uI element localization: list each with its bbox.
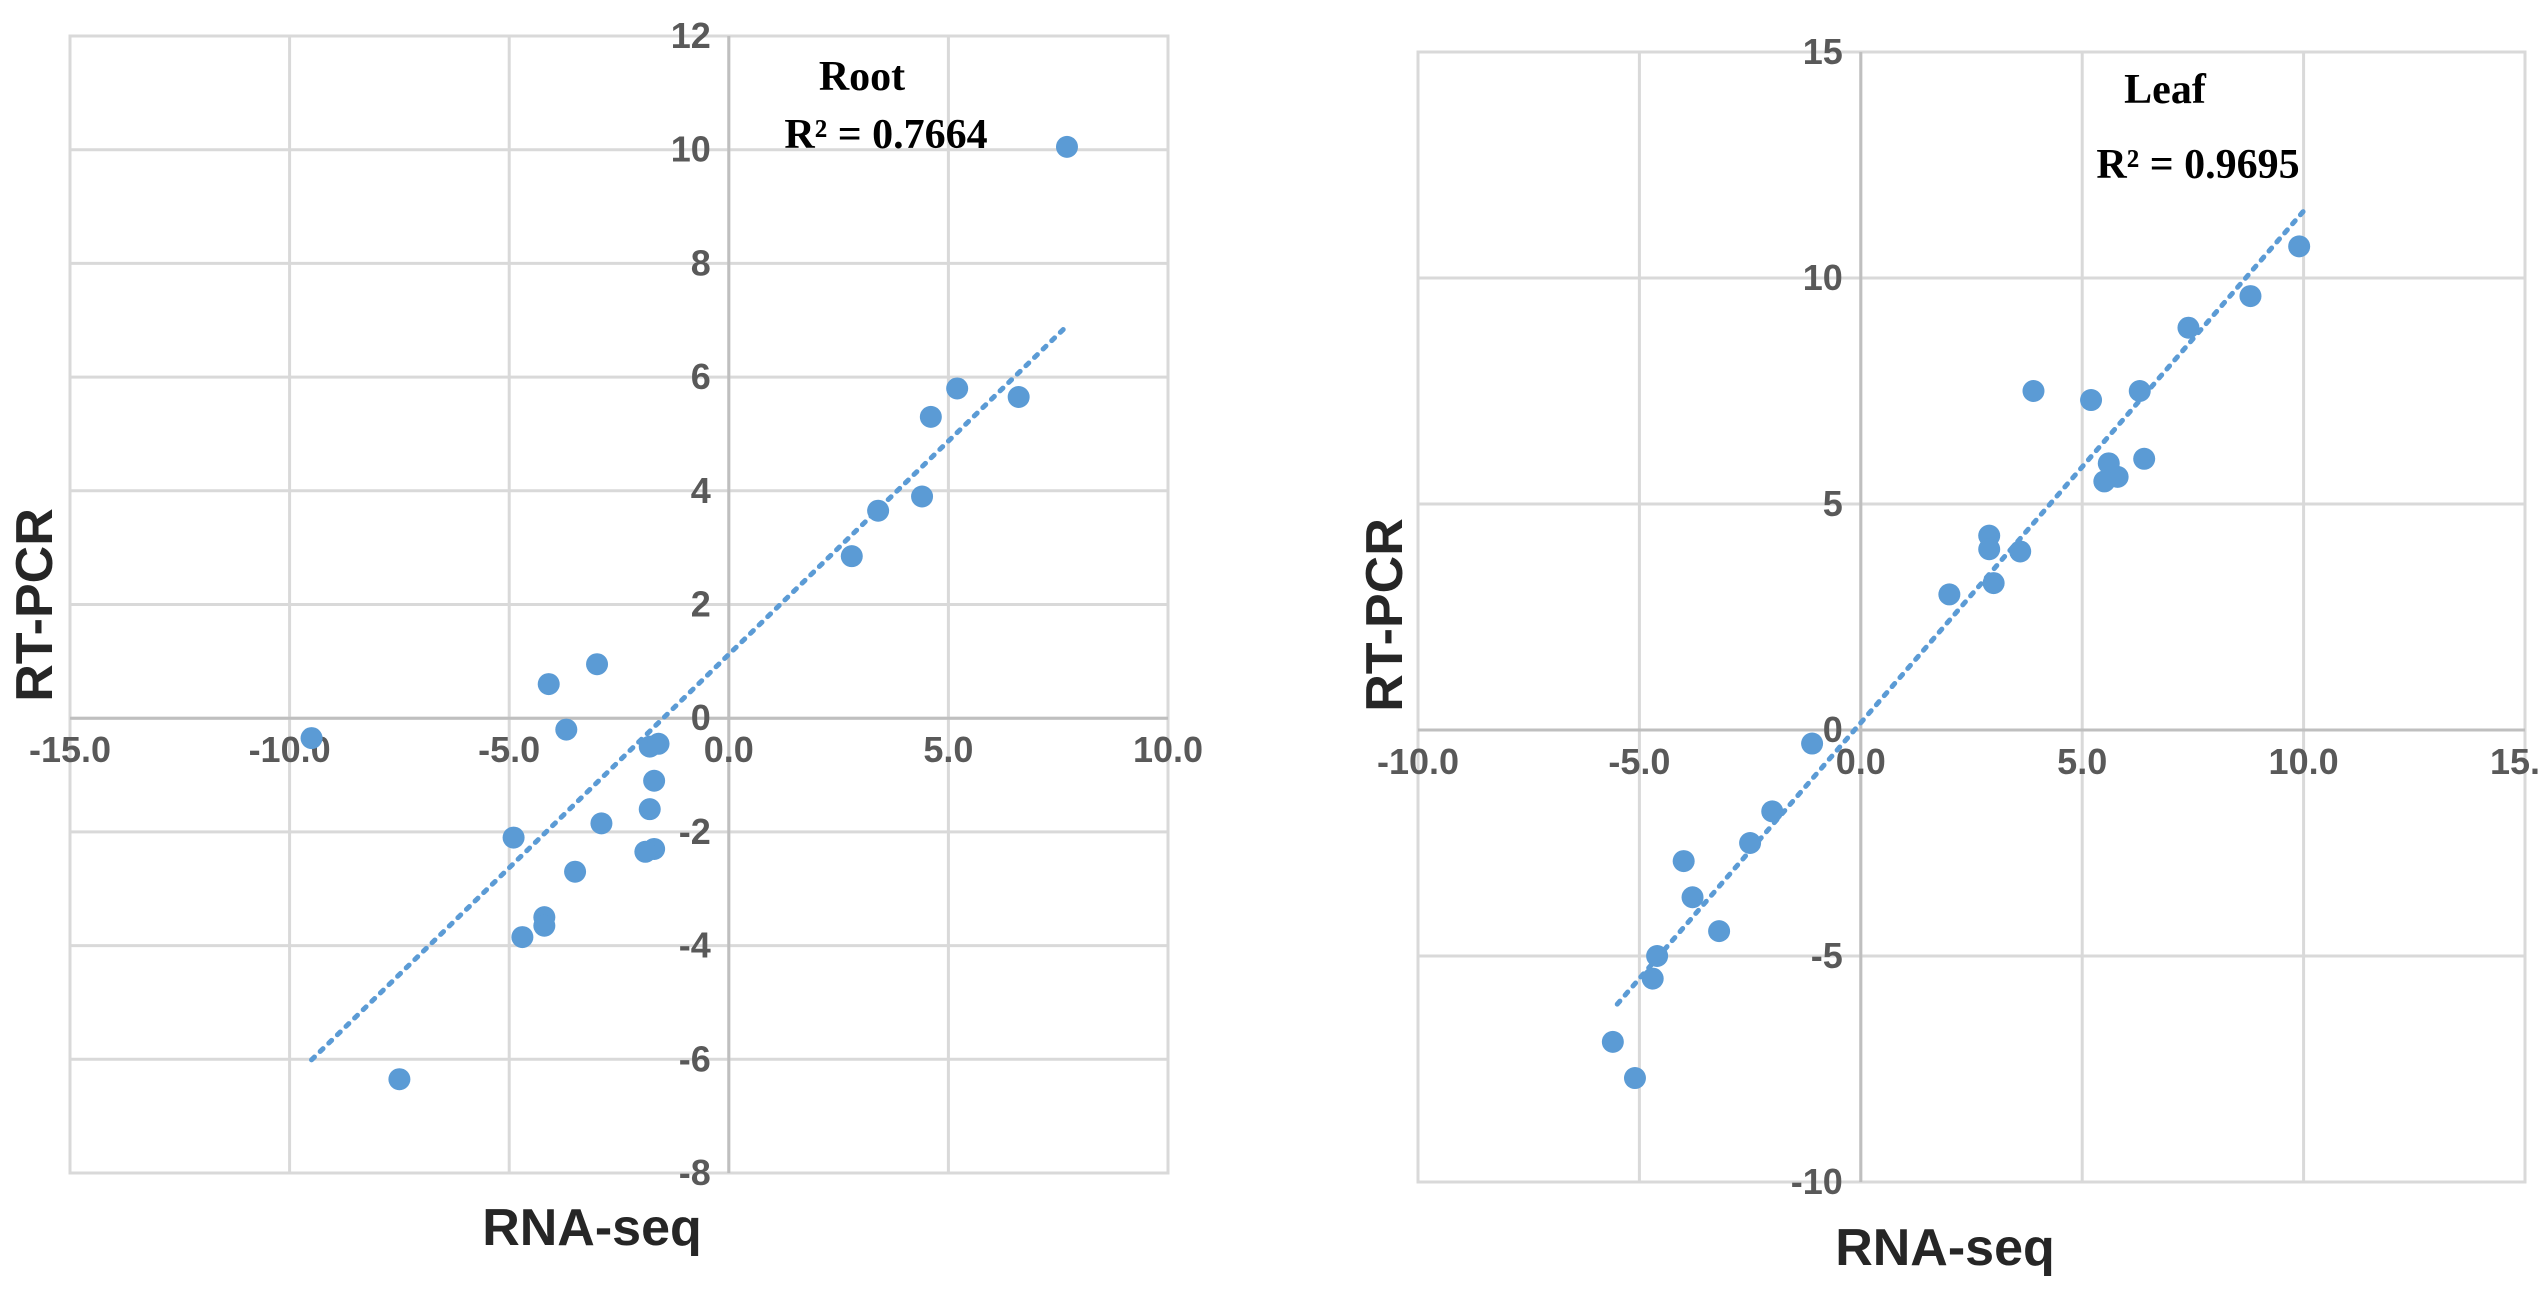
leaf-y-tick-label: 15 bbox=[1803, 31, 1843, 72]
root-data-point bbox=[946, 377, 969, 400]
leaf-data-point bbox=[2288, 235, 2311, 258]
leaf-trendline bbox=[1614, 208, 2307, 1007]
root-data-point bbox=[586, 653, 609, 676]
leaf-y-tick-labels: -10 -5 0 5 10 15 bbox=[1791, 31, 1843, 1202]
leaf-y-tick-label: -5 bbox=[1811, 935, 1843, 976]
root-data-point bbox=[634, 840, 657, 863]
root-trendline-layer bbox=[309, 323, 1070, 1063]
leaf-x-tick-label: -10.0 bbox=[1377, 741, 1459, 782]
root-data-point bbox=[537, 673, 560, 696]
leaf-data-point bbox=[2022, 380, 2045, 402]
leaf-data-point bbox=[2239, 285, 2262, 308]
leaf-x-tick-label: 10.0 bbox=[2269, 741, 2339, 782]
root-data-point bbox=[840, 545, 863, 568]
root-data-point bbox=[511, 926, 534, 949]
root-data-point bbox=[388, 1068, 411, 1091]
leaf-data-point bbox=[1601, 1030, 1624, 1053]
leaf-data-point bbox=[1761, 800, 1784, 823]
leaf-data-point bbox=[1938, 583, 1961, 606]
leaf-y-tick-label: 10 bbox=[1803, 257, 1843, 298]
leaf-data-point bbox=[2177, 316, 2200, 339]
leaf-data-point bbox=[2133, 447, 2156, 470]
root-y-tick-label: 6 bbox=[691, 356, 711, 397]
root-data-point bbox=[911, 485, 934, 508]
root-data-point bbox=[502, 826, 525, 849]
root-trendline bbox=[309, 323, 1070, 1063]
leaf-data-point bbox=[1982, 572, 2005, 595]
root-y-tick-label: -4 bbox=[679, 925, 711, 966]
root-data-point bbox=[533, 914, 556, 937]
leaf-x-tick-labels: -10.0 -5.0 0.0 5.0 10.0 15.0 bbox=[1377, 741, 2538, 782]
root-y-tick-label: 10 bbox=[671, 129, 711, 170]
leaf-x-tick-label: 0.0 bbox=[1836, 741, 1886, 782]
leaf-data-point bbox=[2093, 470, 2116, 493]
root-data-point bbox=[300, 727, 323, 750]
root-x-tick-label: 0.0 bbox=[704, 729, 754, 770]
root-x-tick-labels: -15.0 -10.0 -5.0 0.0 5.0 10.0 bbox=[29, 729, 1203, 770]
leaf-x-axis-title: RNA-seq bbox=[1835, 1219, 2055, 1277]
leaf-data-point bbox=[1623, 1067, 1646, 1090]
leaf-axes bbox=[1418, 52, 2525, 1182]
leaf-y-axis-title: RT-PCR bbox=[1356, 518, 1414, 712]
root-y-tick-label: -8 bbox=[679, 1152, 711, 1193]
leaf-points bbox=[1601, 235, 2311, 1090]
leaf-x-tick-label: -5.0 bbox=[1608, 741, 1670, 782]
root-y-tick-label: 4 bbox=[691, 470, 711, 511]
leaf-data-point bbox=[1739, 832, 1762, 854]
leaf-x-tick-label: 15.0 bbox=[2490, 741, 2538, 782]
leaf-data-point bbox=[1681, 886, 1704, 909]
root-data-point bbox=[643, 769, 666, 792]
leaf-data-point bbox=[1646, 945, 1669, 967]
leaf-y-tick-label: 0 bbox=[1823, 709, 1843, 750]
leaf-chart-title: Leaf bbox=[2124, 67, 2207, 113]
leaf-data-point bbox=[2080, 389, 2103, 412]
root-data-point bbox=[638, 798, 661, 821]
root-y-tick-labels: -8 -6 -4 -2 0 2 4 6 8 10 12 bbox=[671, 15, 711, 1193]
leaf-data-point bbox=[1672, 850, 1695, 873]
root-x-tick-label: 10.0 bbox=[1133, 729, 1203, 770]
leaf-y-tick-label: -10 bbox=[1791, 1161, 1843, 1202]
leaf-grid bbox=[1416, 50, 2527, 1184]
leaf-x-tick-label: 5.0 bbox=[2057, 741, 2107, 782]
leaf-data-point bbox=[2128, 380, 2151, 402]
root-points bbox=[300, 135, 1078, 1091]
leaf-data-point bbox=[1708, 920, 1731, 943]
leaf-data-point bbox=[1801, 732, 1824, 755]
root-y-axis-title: RT-PCR bbox=[6, 508, 64, 702]
root-y-tick-label: 2 bbox=[691, 584, 711, 625]
root-data-point bbox=[919, 405, 942, 428]
root-y-tick-label: -2 bbox=[679, 811, 711, 852]
root-r-squared: R² = 0.7664 bbox=[784, 112, 987, 158]
leaf-data-point bbox=[1978, 538, 2001, 561]
root-data-point bbox=[1007, 385, 1030, 408]
leaf-data-point bbox=[2009, 540, 2032, 563]
root-y-tick-label: 12 bbox=[671, 15, 711, 56]
root-chart-panel: -15.0 -10.0 -5.0 0.0 5.0 10.0 -8-6-4-20246810… bbox=[6, 15, 1203, 1257]
root-x-tick-label: -5.0 bbox=[478, 729, 540, 770]
leaf-plot-frame bbox=[1416, 50, 2527, 1184]
root-y-tick-label: 0 bbox=[691, 697, 711, 738]
root-grid bbox=[68, 34, 1170, 1175]
root-data-point bbox=[867, 499, 890, 522]
root-axes bbox=[70, 36, 1168, 1173]
root-data-point bbox=[1055, 135, 1078, 158]
root-x-axis-title: RNA-seq bbox=[482, 1199, 702, 1257]
root-data-point bbox=[564, 860, 587, 883]
leaf-y-tick-label: 5 bbox=[1823, 483, 1843, 524]
leaf-chart-panel: -10.0 -5.0 0.0 5.0 10.0 15.0 -10 -5 0 5 10 15 Leaf… bbox=[1356, 31, 2538, 1277]
root-y-tick-label: 8 bbox=[691, 242, 711, 283]
root-data-point bbox=[590, 812, 613, 835]
leaf-data-point bbox=[1641, 967, 1664, 990]
leaf-r-squared: R² = 0.9695 bbox=[2096, 142, 2299, 188]
root-data-point bbox=[555, 718, 578, 741]
root-chart-title: Root bbox=[819, 54, 905, 100]
root-y-tick-label: -6 bbox=[679, 1038, 711, 1079]
leaf-trendline-layer bbox=[1614, 208, 2307, 1007]
root-x-tick-label: 5.0 bbox=[923, 729, 973, 770]
root-x-tick-label: -15.0 bbox=[29, 729, 111, 770]
root-data-point bbox=[647, 732, 670, 755]
